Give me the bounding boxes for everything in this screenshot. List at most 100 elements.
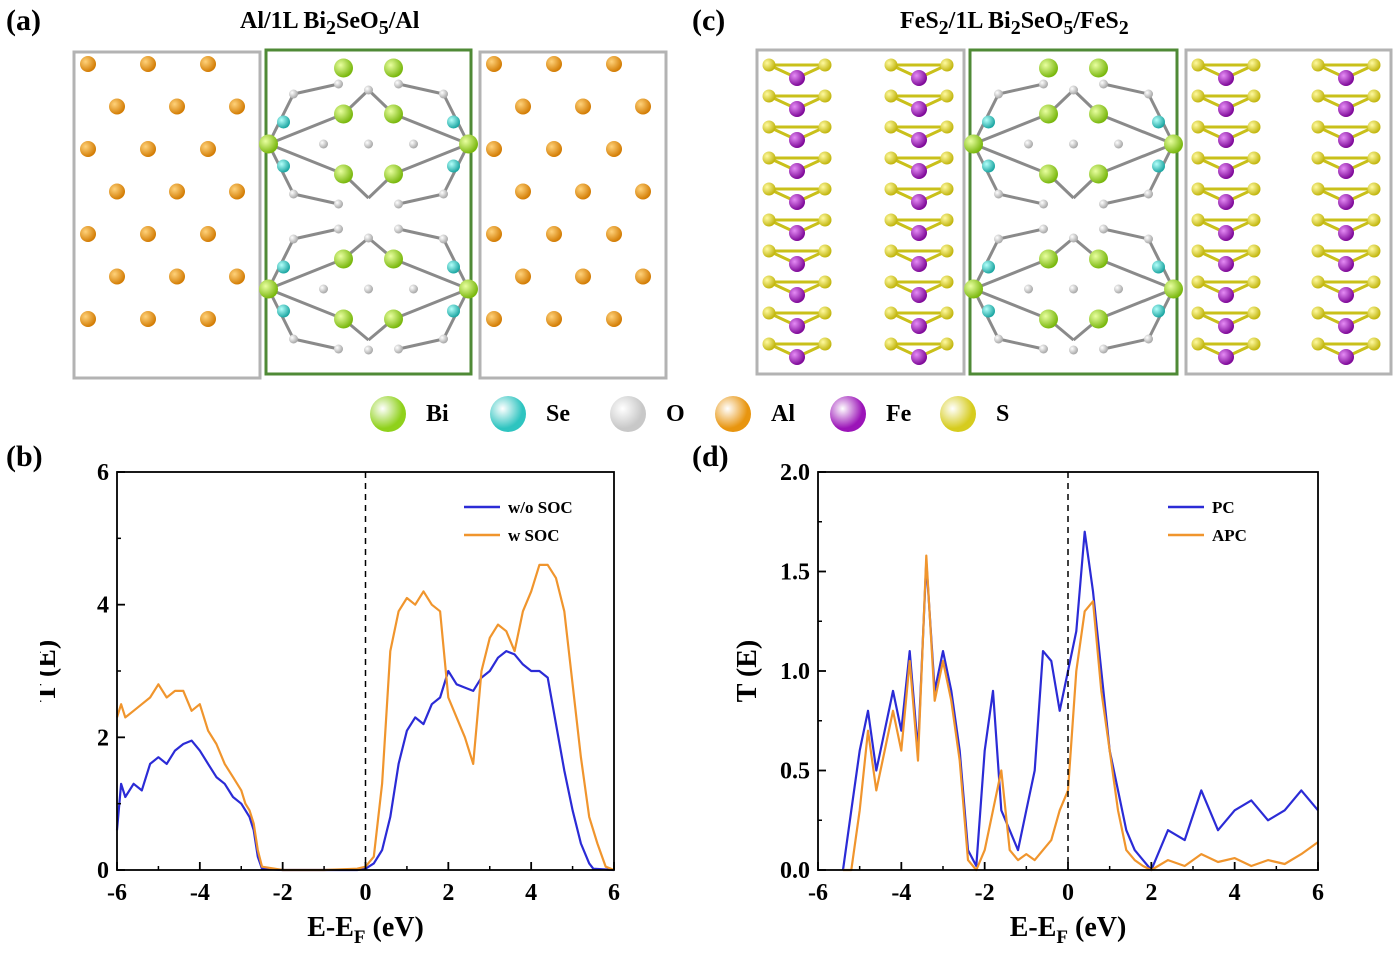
atom-al (546, 56, 562, 72)
atom-bi (459, 279, 478, 299)
atom-s (762, 120, 776, 134)
atom-s (1367, 306, 1381, 320)
atom-o (439, 189, 448, 199)
atom-bi (384, 58, 403, 78)
atom-s (1247, 213, 1261, 227)
atom-o (439, 89, 448, 99)
atom-s (940, 213, 954, 227)
atom-ball-al (715, 396, 751, 432)
atom-fe (1218, 132, 1234, 148)
atom-s (1247, 89, 1261, 103)
atom-s (884, 213, 898, 227)
bond (398, 227, 444, 241)
al-electrode-frame (72, 50, 262, 380)
atom-fe (1218, 70, 1234, 86)
atom-ball-fe (830, 396, 866, 432)
atom-o (1039, 344, 1048, 354)
atom-s (1191, 58, 1205, 72)
series-line-1 (843, 554, 1319, 872)
x-axis-label: E-EF (eV) (1010, 912, 1127, 948)
atom-s (1247, 58, 1261, 72)
atom-fe (789, 132, 805, 148)
atom-fe (911, 132, 927, 148)
atom-o (1024, 284, 1033, 294)
atom-s (940, 151, 954, 165)
bond (972, 142, 1050, 176)
y-tick-label: 0.0 (780, 858, 810, 884)
atom-label-s: S (996, 400, 1010, 427)
atom-bi (334, 58, 353, 78)
atom-fe (1218, 256, 1234, 272)
atom-fe (911, 163, 927, 179)
atom-fe (1218, 194, 1234, 210)
atom-o (289, 89, 298, 99)
atom-legend-item-bi: Bi (370, 396, 449, 432)
atom-bi (334, 309, 353, 329)
atom-s (1247, 337, 1261, 351)
atom-o (289, 334, 298, 344)
atom-fe (1338, 256, 1354, 272)
atom-s (1311, 120, 1325, 134)
atom-fe (1338, 194, 1354, 210)
atom-s (884, 58, 898, 72)
atom-s (1247, 182, 1261, 196)
bond (392, 112, 470, 146)
atom-fe (1338, 132, 1354, 148)
y-tick-label: 1.5 (780, 560, 810, 586)
atom-fe (789, 163, 805, 179)
atom-al (200, 311, 216, 327)
atom-s (1367, 244, 1381, 258)
atom-bi (1089, 164, 1108, 184)
atom-fe (1338, 287, 1354, 303)
series-line-0 (841, 530, 1319, 872)
atom-s (1311, 58, 1325, 72)
panel-label-c: (c) (692, 4, 726, 37)
y-axis-label: T (E) (732, 640, 763, 703)
atom-o (1144, 189, 1153, 199)
atom-se (277, 304, 290, 318)
atom-fe (789, 318, 805, 334)
atom-o (394, 344, 403, 354)
atom-al (169, 268, 185, 285)
atom-al (200, 141, 216, 157)
x-tick-label: 2 (442, 880, 454, 906)
atom-fe (789, 101, 805, 117)
x-tick-label: -2 (273, 880, 293, 906)
atom-bi (1039, 104, 1058, 124)
atom-o (409, 284, 418, 294)
atom-al (80, 311, 96, 327)
atom-fe (911, 70, 927, 86)
x-tick-label: 4 (525, 880, 537, 906)
atom-s (762, 89, 776, 103)
atom-o (409, 139, 418, 149)
atom-s (818, 89, 832, 103)
bond (293, 82, 339, 96)
atom-s (1191, 120, 1205, 134)
atom-ball-o (610, 396, 646, 432)
bond (1097, 287, 1175, 321)
atom-legend-item-fe: Fe (830, 396, 911, 432)
atom-se (982, 159, 995, 173)
bi2seo5-frame (968, 48, 1179, 376)
atom-o (994, 89, 1003, 99)
atom-fe (911, 256, 927, 272)
atom-fe (911, 194, 927, 210)
legend-label-0: w/o SOC (508, 498, 573, 517)
atom-fe (1338, 163, 1354, 179)
fes2-electrode-frame (1184, 48, 1393, 376)
bond (1103, 227, 1149, 241)
atom-s (818, 120, 832, 134)
atom-s (818, 306, 832, 320)
atom-al (546, 311, 562, 327)
atom-o (1099, 79, 1108, 89)
bi2seo5-frame (264, 48, 473, 376)
panel-label-a: (a) (6, 4, 41, 37)
atom-s (1247, 244, 1261, 258)
chart-d: -6 -4 -2 0 2 4 6 0.0 0.5 1.0 1.5 2.0 E-EF (eV) T (E) P… (732, 460, 1324, 948)
atom-al (635, 268, 651, 285)
atom-fe (911, 318, 927, 334)
atom-o (1039, 199, 1048, 209)
atom-s (1191, 244, 1205, 258)
atom-s (762, 182, 776, 196)
atom-o (1114, 284, 1123, 294)
